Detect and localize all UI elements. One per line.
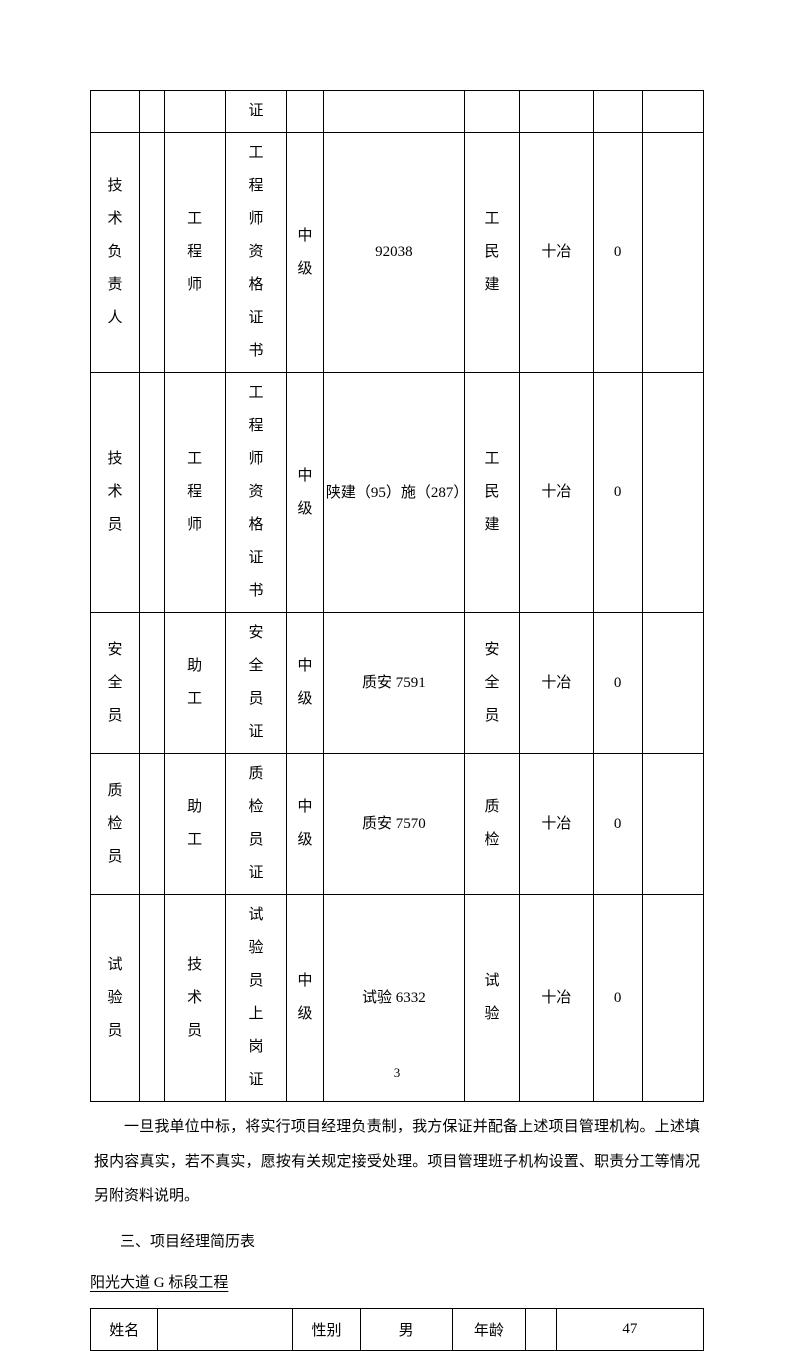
table-cell: 十冶 xyxy=(520,613,594,754)
table-cell: 助工 xyxy=(164,613,225,754)
table-row: 技术负责人工程师工程师资格证书中级92038工民建十冶0 xyxy=(91,133,704,373)
table-row: 证 xyxy=(91,91,704,133)
table-cell: 0 xyxy=(593,613,642,754)
table-cell: 证 xyxy=(225,91,286,133)
table-cell xyxy=(91,91,140,133)
table-row: 安全员助工安全员证中级质安 7591安全员十冶0 xyxy=(91,613,704,754)
project-subtitle: 阳光大道 G 标段工程 xyxy=(90,1265,704,1308)
table-cell: 安全员 xyxy=(91,613,140,754)
table-cell: 工程师资格证书 xyxy=(225,133,286,373)
table-cell: 0 xyxy=(593,133,642,373)
table-cell: 质安 7591 xyxy=(323,613,464,754)
table-cell xyxy=(642,754,703,895)
table-cell: 工程师资格证书 xyxy=(225,373,286,613)
manager-info-table: 姓名 性别 男 年龄 47 xyxy=(90,1308,704,1351)
table-cell: 工民建 xyxy=(464,133,519,373)
table-cell xyxy=(642,613,703,754)
statement-paragraph: 一旦我单位中标，将实行项目经理负责制，我方保证并配备上述项目管理机构。上述填报内… xyxy=(90,1102,704,1220)
page-number: 3 xyxy=(0,1065,794,1081)
table-cell: 十冶 xyxy=(520,754,594,895)
table-cell xyxy=(140,754,165,895)
table-cell: 安全员证 xyxy=(225,613,286,754)
table-cell: 中级 xyxy=(287,754,324,895)
table-cell: 技术负责人 xyxy=(91,133,140,373)
table-cell xyxy=(593,91,642,133)
table-cell xyxy=(140,133,165,373)
section-title: 三、项目经理简历表 xyxy=(90,1220,704,1265)
table-cell xyxy=(642,373,703,613)
table-row: 质检员助工质检员证中级质安 7570质检十冶0 xyxy=(91,754,704,895)
table-cell: 工程师 xyxy=(164,373,225,613)
table-cell: 质检员证 xyxy=(225,754,286,895)
table-cell xyxy=(140,91,165,133)
gender-label: 性别 xyxy=(293,1308,360,1350)
table-cell: 质检 xyxy=(464,754,519,895)
gender-value: 男 xyxy=(360,1308,452,1350)
table-cell: 92038 xyxy=(323,133,464,373)
table-cell: 质检员 xyxy=(91,754,140,895)
table-cell xyxy=(464,91,519,133)
table-cell: 0 xyxy=(593,754,642,895)
table-cell: 十冶 xyxy=(520,373,594,613)
table-cell: 0 xyxy=(593,373,642,613)
table-cell: 十冶 xyxy=(520,133,594,373)
table-cell: 中级 xyxy=(287,373,324,613)
personnel-table: 证技术负责人工程师工程师资格证书中级92038工民建十冶0技术员工程师工程师资格… xyxy=(90,90,704,1102)
age-blank xyxy=(526,1308,557,1350)
table-cell: 陕建（95）施（287） xyxy=(323,373,464,613)
table-row: 技术员工程师工程师资格证书中级陕建（95）施（287）工民建十冶0 xyxy=(91,373,704,613)
table-cell xyxy=(164,91,225,133)
table-cell xyxy=(520,91,594,133)
table-row: 姓名 性别 男 年龄 47 xyxy=(91,1308,704,1350)
table-cell xyxy=(140,613,165,754)
table-cell: 质安 7570 xyxy=(323,754,464,895)
table-cell: 中级 xyxy=(287,133,324,373)
table-cell xyxy=(287,91,324,133)
table-cell xyxy=(642,91,703,133)
age-label: 年龄 xyxy=(452,1308,526,1350)
table-cell: 中级 xyxy=(287,613,324,754)
table-cell: 技术员 xyxy=(91,373,140,613)
table-cell xyxy=(323,91,464,133)
table-cell: 工民建 xyxy=(464,373,519,613)
age-value: 47 xyxy=(556,1308,703,1350)
name-value xyxy=(158,1308,293,1350)
table-cell: 助工 xyxy=(164,754,225,895)
table-cell: 工程师 xyxy=(164,133,225,373)
name-label: 姓名 xyxy=(91,1308,158,1350)
table-cell: 安全员 xyxy=(464,613,519,754)
table-cell xyxy=(140,373,165,613)
table-cell xyxy=(642,133,703,373)
